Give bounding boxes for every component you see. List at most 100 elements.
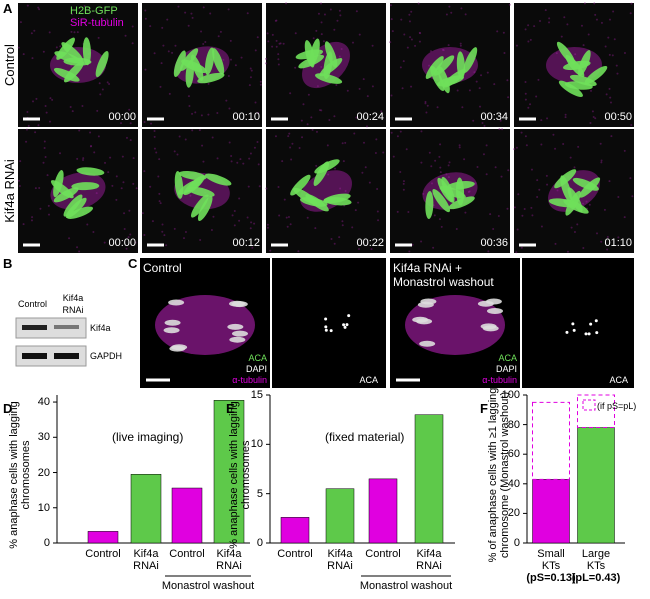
chromosome [446, 181, 475, 190]
noise [531, 214, 534, 217]
channel-label: ACA [498, 353, 517, 363]
chromosome [65, 197, 87, 219]
noise [447, 164, 450, 167]
noise [222, 58, 225, 61]
noise [365, 125, 368, 128]
noise [370, 248, 373, 251]
noise [524, 92, 527, 95]
y-tick-label: 10 [250, 438, 263, 451]
noise [254, 49, 257, 52]
noise [402, 180, 405, 183]
noise [392, 155, 395, 158]
chromatin [486, 307, 503, 314]
noise [354, 209, 357, 212]
timestamp: 00:22 [356, 237, 384, 249]
noise [271, 45, 274, 48]
timestamp: 00:00 [108, 111, 136, 123]
noise [271, 33, 274, 36]
noise [327, 173, 330, 176]
noise [604, 45, 607, 48]
noise [440, 225, 443, 228]
timestamp: 00:50 [604, 111, 632, 123]
y-tick-label: 0 [43, 537, 50, 549]
noise [167, 50, 170, 53]
panel-label: B [3, 256, 13, 271]
noise [351, 226, 354, 229]
noise [160, 62, 163, 65]
chromosome [178, 170, 207, 181]
channel-label: ACA [609, 375, 628, 385]
y-axis-label: % anaphase cells with lagging chromosome… [228, 401, 252, 549]
noise [174, 44, 177, 47]
y-tick-label: 100 [501, 389, 520, 401]
noise [593, 2, 596, 5]
micrograph [272, 258, 386, 388]
noise [464, 211, 467, 214]
noise [317, 12, 320, 15]
noise [44, 104, 47, 107]
noise [438, 218, 441, 221]
noise [97, 36, 100, 39]
noise [34, 131, 37, 134]
chromosome [319, 58, 343, 77]
noise [499, 119, 502, 122]
noise [430, 165, 433, 168]
kinetochore [565, 330, 569, 334]
noise [338, 236, 341, 239]
chromosome [173, 50, 186, 77]
bar [87, 531, 119, 544]
chromosome [425, 56, 444, 79]
noise [70, 30, 73, 33]
noise [508, 3, 511, 6]
noise [589, 121, 592, 124]
y-tick-label: 5 [256, 487, 263, 500]
noise [285, 2, 288, 5]
noise [277, 53, 280, 56]
noise [426, 104, 429, 107]
noise [492, 228, 495, 231]
noise [275, 45, 278, 48]
noise [86, 223, 89, 226]
chromatin [229, 336, 246, 343]
noise [459, 42, 462, 45]
channel-label: H2B-GFP [70, 5, 118, 17]
noise [600, 240, 603, 243]
noise [19, 160, 22, 163]
row-label: Control [2, 44, 17, 86]
x-tick-label: Control [85, 548, 121, 560]
kinetochore [594, 319, 598, 323]
noise [111, 184, 114, 187]
noise [613, 38, 616, 41]
noise [439, 166, 442, 169]
noise [184, 230, 187, 233]
noise [34, 187, 37, 190]
noise [472, 119, 475, 122]
noise [289, 146, 292, 149]
x-tick-label: Kif4a RNAi [133, 548, 159, 572]
noise [540, 119, 543, 122]
noise [300, 119, 303, 122]
noise [592, 115, 595, 118]
noise [376, 188, 379, 191]
noise [316, 85, 319, 88]
noise [307, 93, 310, 96]
noise [555, 52, 558, 55]
noise [538, 188, 541, 191]
noise [82, 158, 85, 161]
category-note: (pL=0.43) [571, 572, 621, 584]
noise [258, 185, 261, 188]
noise [120, 122, 123, 125]
noise [200, 30, 203, 33]
kinetochore [584, 332, 588, 336]
noise [129, 139, 132, 142]
noise [289, 223, 292, 226]
annotation: (live imaging) [112, 430, 184, 444]
noise [42, 50, 45, 53]
kinetochore [595, 331, 599, 335]
noise [225, 99, 228, 102]
noise [402, 182, 405, 185]
y-tick-label: 0 [256, 537, 263, 549]
row-label: Kif4a RNAi [2, 159, 17, 223]
y-tick-label: 80 [507, 418, 520, 431]
noise [585, 200, 588, 203]
